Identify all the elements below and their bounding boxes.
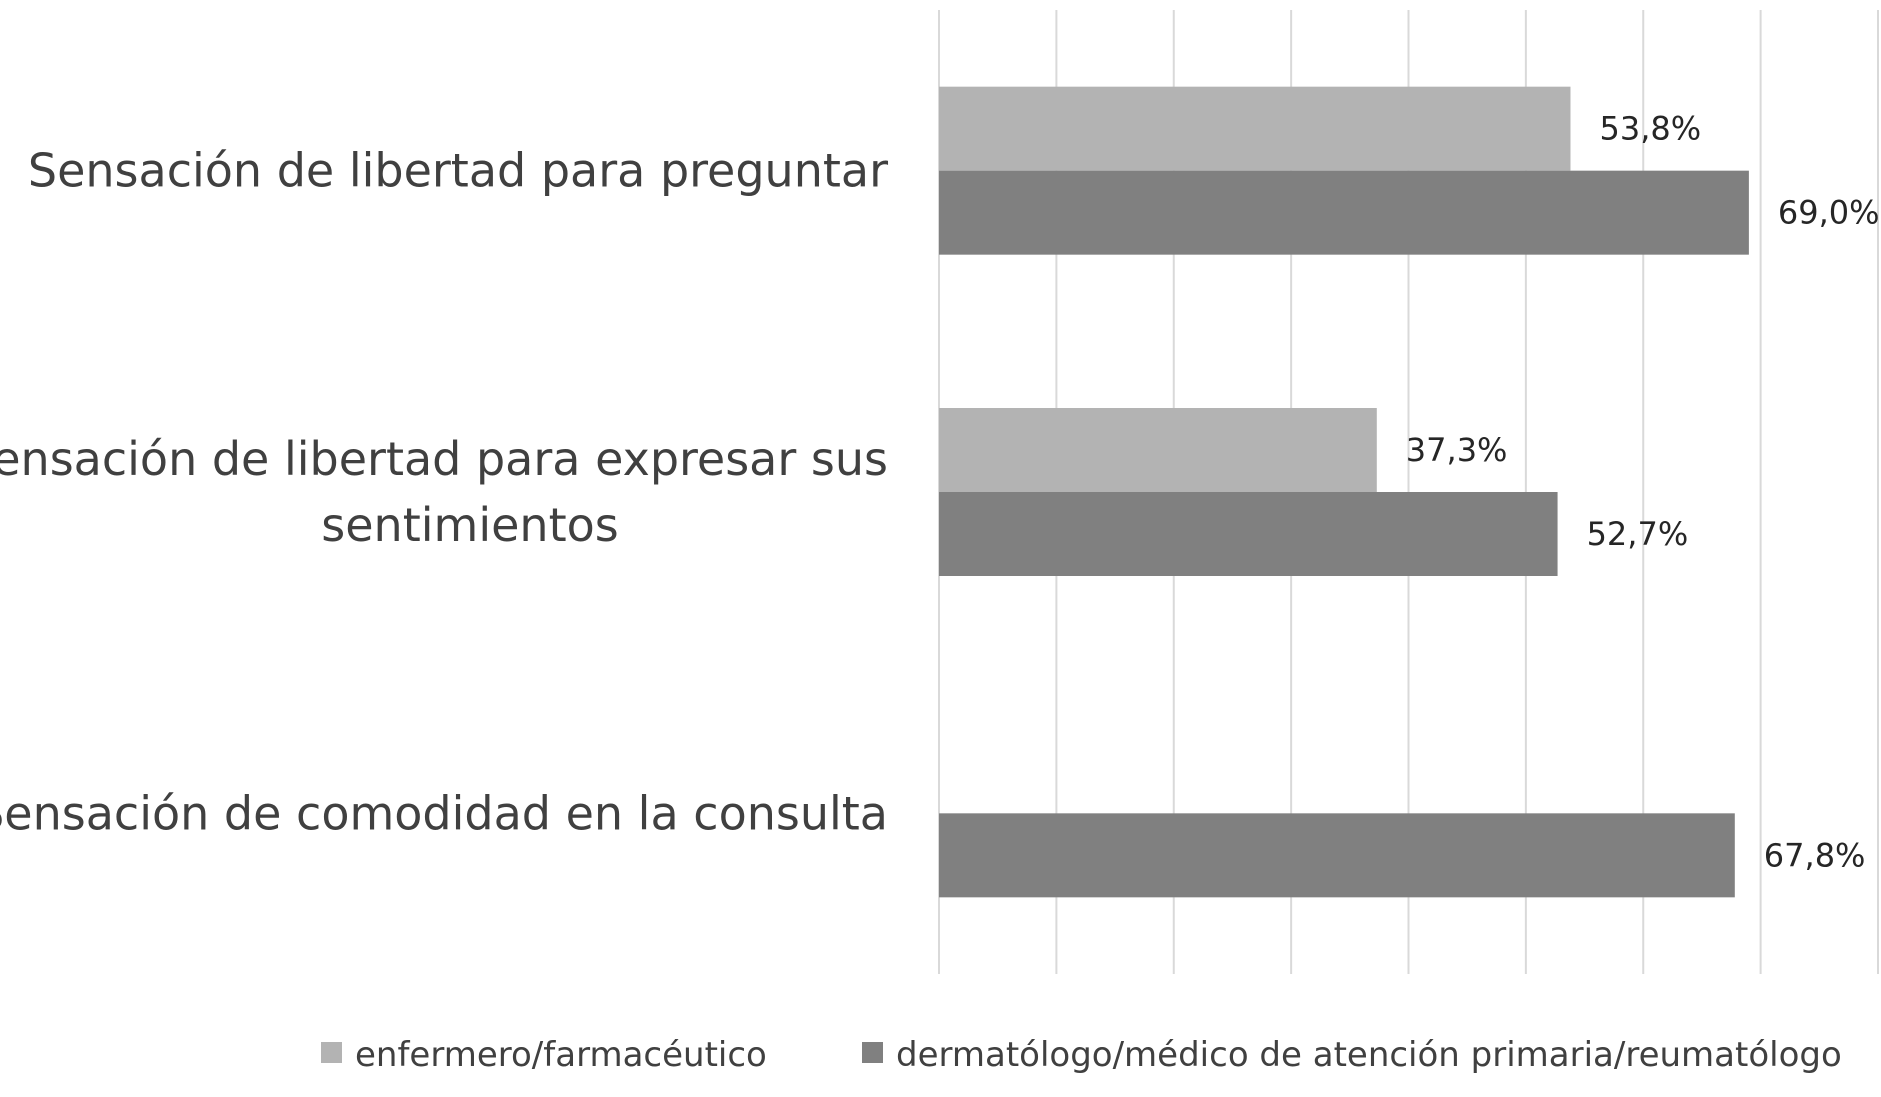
data-label: 52,7% bbox=[1587, 515, 1689, 553]
legend-swatch bbox=[862, 1042, 883, 1063]
bar bbox=[939, 813, 1735, 898]
category-label: Sensación de libertad para expresar sus bbox=[0, 432, 888, 486]
legend-swatch bbox=[321, 1042, 342, 1063]
data-label: 69,0% bbox=[1778, 194, 1880, 232]
legend: enfermero/farmacéutico dermatólogo/médico… bbox=[321, 1035, 1842, 1075]
legend-label: dermatólogo/médico de atención primaria/… bbox=[896, 1035, 1842, 1075]
bar bbox=[939, 492, 1558, 576]
bar bbox=[939, 86, 1571, 171]
data-label: 53,8% bbox=[1599, 110, 1701, 148]
data-label: 37,3% bbox=[1406, 431, 1508, 469]
category-label: Sensación de libertad para preguntar bbox=[28, 144, 888, 198]
value-labels: 53,8% 69,0% 37,3% 52,7% 67,8% bbox=[1406, 110, 1880, 875]
bar bbox=[939, 170, 1749, 255]
bars bbox=[939, 86, 1749, 898]
category-label: Sensación de comodidad en la consulta bbox=[0, 786, 888, 840]
legend-label: enfermero/farmacéutico bbox=[355, 1035, 767, 1075]
category-labels: Sensación de libertad para preguntar Sens… bbox=[0, 144, 888, 841]
data-label: 67,8% bbox=[1764, 836, 1866, 874]
category-label: sentimientos bbox=[321, 498, 618, 552]
bar bbox=[939, 408, 1377, 492]
